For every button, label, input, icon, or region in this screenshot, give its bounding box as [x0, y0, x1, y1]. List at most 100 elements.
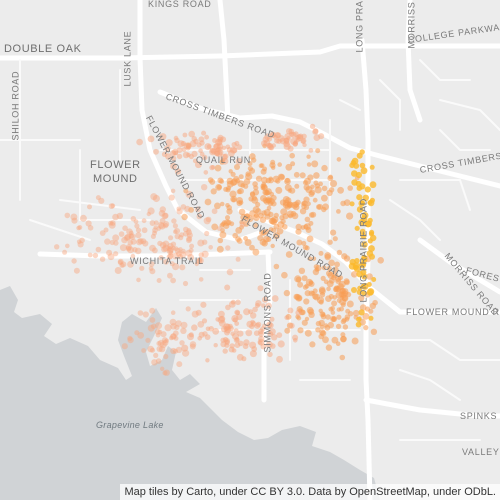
- density-dot: [252, 206, 260, 214]
- density-dot: [230, 195, 238, 203]
- density-dot: [265, 197, 272, 204]
- density-dot: [279, 199, 287, 206]
- density-dot: [152, 247, 158, 254]
- density-dot: [259, 229, 265, 236]
- density-dot: [161, 246, 168, 253]
- density-dot: [365, 220, 372, 228]
- density-dot: [204, 230, 210, 237]
- density-dot: [99, 256, 106, 262]
- density-dot: [182, 132, 188, 138]
- density-dot: [110, 203, 116, 209]
- density-dot: [292, 140, 298, 147]
- density-dot: [225, 323, 231, 330]
- density-dot: [293, 171, 300, 178]
- density-dot: [304, 216, 311, 223]
- density-dot: [275, 132, 282, 139]
- density-dot: [243, 236, 249, 241]
- density-dot: [360, 167, 368, 175]
- density-dot: [235, 256, 241, 262]
- density-dot: [312, 197, 318, 203]
- density-dot: [321, 265, 327, 271]
- density-dot: [160, 366, 165, 371]
- density-dot: [299, 208, 307, 215]
- density-dot: [306, 306, 314, 314]
- density-dot: [236, 313, 243, 321]
- density-dot: [149, 220, 156, 227]
- grapevine-lake: [0, 286, 380, 500]
- density-dot: [356, 206, 364, 213]
- density-dot: [193, 138, 199, 145]
- density-dot: [117, 258, 124, 265]
- density-dot: [147, 135, 155, 143]
- density-dot: [297, 327, 304, 334]
- density-dot: [351, 271, 358, 278]
- density-dot: [130, 253, 136, 259]
- density-dot: [255, 201, 261, 208]
- density-dot: [277, 162, 283, 167]
- density-dot: [184, 205, 191, 212]
- density-dot: [359, 149, 365, 155]
- density-dot: [112, 234, 120, 242]
- density-dot: [108, 203, 115, 210]
- density-dot: [249, 341, 257, 349]
- density-dot: [230, 171, 236, 177]
- road-label-quail-run: QUAIL RUN: [196, 155, 251, 165]
- density-dot: [271, 334, 278, 341]
- density-dot: [302, 244, 309, 251]
- density-dot: [332, 295, 338, 300]
- density-dot: [71, 217, 78, 224]
- point-density-layer: [54, 123, 385, 376]
- density-dot: [220, 227, 225, 233]
- density-dot: [197, 257, 203, 262]
- density-dot: [167, 246, 174, 253]
- density-dot: [212, 138, 218, 143]
- density-dot: [368, 245, 375, 252]
- density-dot: [233, 328, 239, 334]
- density-dot: [168, 250, 174, 256]
- density-dot: [149, 268, 156, 275]
- density-dot: [127, 337, 134, 344]
- density-dot: [261, 303, 266, 308]
- density-dot: [293, 338, 298, 343]
- density-dot: [191, 310, 199, 318]
- density-dot: [361, 290, 367, 296]
- density-dot: [237, 330, 244, 337]
- density-dot: [65, 243, 70, 249]
- density-dot: [180, 321, 188, 329]
- density-dot: [181, 213, 188, 221]
- density-dot: [294, 275, 302, 283]
- density-dot: [294, 183, 300, 189]
- density-dot: [249, 244, 255, 251]
- density-dot: [179, 264, 186, 271]
- density-dot: [183, 231, 189, 237]
- density-dot: [243, 308, 251, 316]
- density-dot: [284, 177, 291, 185]
- density-dot: [194, 261, 199, 267]
- density-dot: [170, 162, 177, 170]
- density-dot: [176, 250, 182, 257]
- density-dot: [145, 337, 151, 343]
- density-dot: [183, 188, 189, 194]
- density-dot: [157, 329, 163, 335]
- density-dot: [192, 158, 198, 164]
- density-dot: [174, 233, 181, 240]
- density-dot: [122, 225, 128, 231]
- density-dot: [188, 130, 195, 138]
- density-dot: [333, 266, 339, 273]
- density-dot: [222, 348, 228, 354]
- density-dot: [328, 174, 333, 180]
- density-dot: [217, 177, 224, 184]
- density-dot: [133, 219, 139, 225]
- density-dot: [335, 323, 342, 330]
- density-dot: [336, 209, 341, 214]
- density-dot: [329, 180, 338, 188]
- density-dot: [127, 239, 134, 246]
- density-dot: [308, 148, 314, 153]
- density-dot: [179, 340, 185, 346]
- density-dot: [170, 188, 176, 194]
- density-dot: [364, 186, 371, 193]
- density-dot: [265, 302, 272, 309]
- density-dot: [325, 344, 333, 351]
- density-dot: [356, 185, 363, 191]
